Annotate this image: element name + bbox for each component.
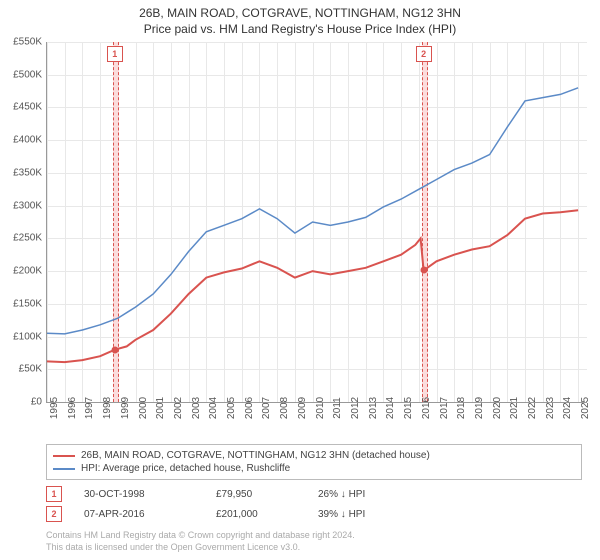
page-title: 26B, MAIN ROAD, COTGRAVE, NOTTINGHAM, NG…	[0, 0, 600, 20]
footer-attribution: Contains HM Land Registry data © Crown c…	[46, 530, 582, 553]
x-tick-label: 1995	[49, 397, 60, 419]
x-tick-label: 1996	[67, 397, 78, 419]
legend-label: HPI: Average price, detached house, Rush…	[81, 463, 290, 474]
transaction-date: 07-APR-2016	[66, 509, 194, 520]
x-tick-label: 2008	[279, 397, 290, 419]
y-tick-label: £100K	[2, 331, 42, 342]
x-tick-label: 1998	[102, 397, 113, 419]
y-tick-label: £450K	[2, 102, 42, 113]
y-tick-label: £200K	[2, 266, 42, 277]
x-tick-label: 2007	[261, 397, 272, 419]
y-tick-label: £350K	[2, 167, 42, 178]
transaction-price: £201,000	[198, 509, 296, 520]
y-tick-label: £250K	[2, 233, 42, 244]
x-tick-label: 2014	[385, 397, 396, 419]
transaction-row: 1 30-OCT-1998 £79,950 26% ↓ HPI	[46, 486, 582, 502]
x-tick-label: 2022	[527, 397, 538, 419]
x-tick-label: 2019	[474, 397, 485, 419]
series-line-price_paid	[47, 210, 578, 362]
x-tick-label: 1997	[84, 397, 95, 419]
x-tick-label: 2005	[226, 397, 237, 419]
footer-line-1: Contains HM Land Registry data © Crown c…	[46, 530, 582, 542]
legend-item: HPI: Average price, detached house, Rush…	[53, 462, 575, 475]
x-tick-label: 2021	[509, 397, 520, 419]
y-tick-label: £150K	[2, 298, 42, 309]
x-tick-label: 2025	[580, 397, 591, 419]
x-tick-label: 2015	[403, 397, 414, 419]
legend-item: 26B, MAIN ROAD, COTGRAVE, NOTTINGHAM, NG…	[53, 449, 575, 462]
legend: 26B, MAIN ROAD, COTGRAVE, NOTTINGHAM, NG…	[46, 444, 582, 480]
series-marker	[111, 346, 118, 353]
x-tick-label: 2013	[368, 397, 379, 419]
x-tick-label: 2024	[562, 397, 573, 419]
y-tick-label: £0	[2, 397, 42, 408]
x-tick-label: 2023	[545, 397, 556, 419]
transaction-delta: 39% ↓ HPI	[300, 509, 365, 520]
x-tick-label: 2006	[244, 397, 255, 419]
page-subtitle: Price paid vs. HM Land Registry's House …	[0, 20, 600, 42]
y-tick-label: £500K	[2, 69, 42, 80]
x-tick-label: 1999	[120, 397, 131, 419]
footer-line-2: This data is licensed under the Open Gov…	[46, 542, 582, 554]
x-tick-label: 2012	[350, 397, 361, 419]
x-tick-label: 2004	[208, 397, 219, 419]
x-tick-label: 2018	[456, 397, 467, 419]
x-tick-label: 2002	[173, 397, 184, 419]
x-tick-label: 2011	[332, 397, 343, 419]
legend-swatch	[53, 468, 75, 470]
transaction-price: £79,950	[198, 489, 296, 500]
transaction-row: 2 07-APR-2016 £201,000 39% ↓ HPI	[46, 506, 582, 522]
x-tick-label: 2000	[138, 397, 149, 419]
x-tick-label: 2009	[297, 397, 308, 419]
legend-label: 26B, MAIN ROAD, COTGRAVE, NOTTINGHAM, NG…	[81, 450, 430, 461]
series-line-hpi	[47, 88, 578, 334]
transaction-marker-1: 1	[46, 486, 62, 502]
series-marker	[420, 267, 427, 274]
x-tick-label: 2017	[439, 397, 450, 419]
y-tick-label: £50K	[2, 364, 42, 375]
legend-swatch	[53, 455, 75, 457]
y-axis-labels: £0£50K£100K£150K£200K£250K£300K£350K£400…	[0, 42, 46, 402]
y-tick-label: £550K	[2, 37, 42, 48]
chart-plot-area: 12	[46, 42, 587, 403]
transaction-delta: 26% ↓ HPI	[300, 489, 365, 500]
x-tick-label: 2003	[191, 397, 202, 419]
y-tick-label: £400K	[2, 135, 42, 146]
x-axis-labels: 1995199619971998199920002001200220032004…	[46, 402, 586, 438]
x-tick-label: 2010	[315, 397, 326, 419]
y-tick-label: £300K	[2, 200, 42, 211]
transaction-marker-2: 2	[46, 506, 62, 522]
x-tick-label: 2020	[492, 397, 503, 419]
transaction-date: 30-OCT-1998	[66, 489, 194, 500]
x-tick-label: 2001	[155, 397, 166, 419]
x-tick-label: 2016	[421, 397, 432, 419]
